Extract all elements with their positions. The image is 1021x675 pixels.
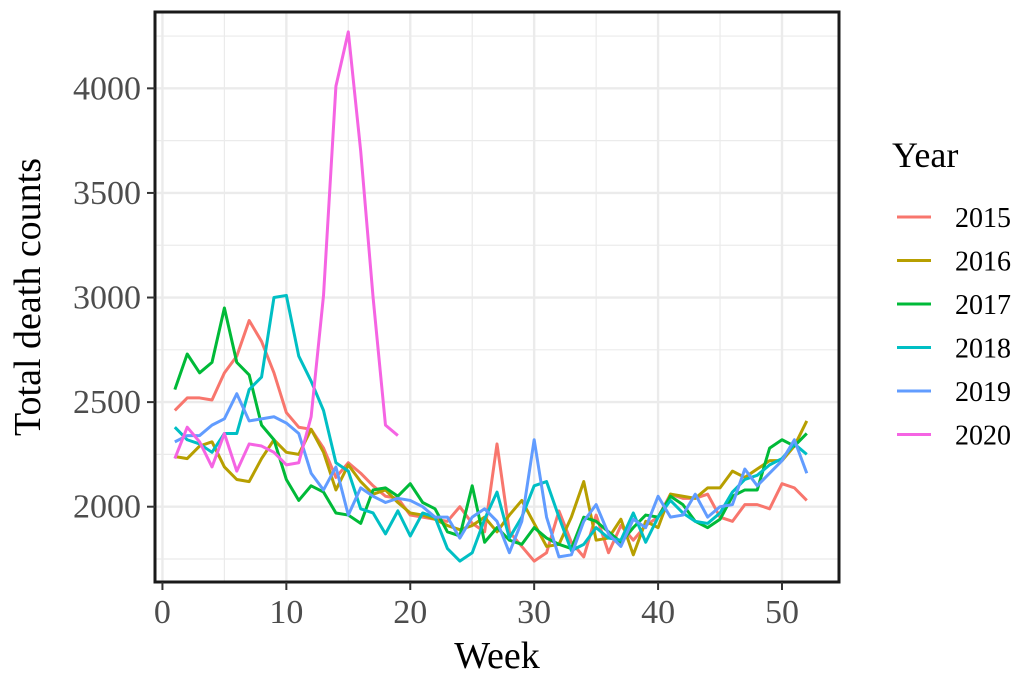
legend-item-2019: 2019	[897, 377, 1011, 408]
legend: Year 2015 2016 2017 2018 2019 2020	[892, 135, 1011, 452]
legend-title: Year	[892, 135, 958, 175]
y-tick-label: 3500	[73, 175, 141, 212]
x-tick-label: 40	[641, 594, 675, 631]
axis-ticks	[147, 87, 783, 590]
y-axis-title: Total death counts	[7, 158, 49, 436]
x-tick-label: 0	[154, 594, 171, 631]
legend-item-2016: 2016	[897, 247, 1011, 278]
legend-label-2016: 2016	[955, 247, 1011, 278]
legend-item-2020: 2020	[897, 421, 1011, 452]
x-tick-label: 20	[393, 594, 427, 631]
legend-items: 2015 2016 2017 2018 2019 2020	[897, 203, 1011, 452]
y-tick-labels: 2000 2500 3000 3500 4000	[73, 70, 141, 525]
x-tick-labels: 0 10 20 30 40 50	[154, 594, 799, 631]
x-axis-title: Week	[454, 635, 540, 675]
series-line-2018	[173, 293, 808, 563]
x-tick-label: 10	[269, 594, 303, 631]
y-tick-label: 4000	[73, 70, 141, 107]
legend-label-2019: 2019	[955, 377, 1011, 408]
series-lines	[173, 30, 809, 563]
y-tick-label: 2500	[73, 384, 141, 421]
legend-item-2018: 2018	[897, 334, 1011, 365]
series-line-2015	[173, 319, 808, 563]
legend-label-2020: 2020	[955, 421, 1011, 452]
y-tick-label: 2000	[73, 489, 141, 526]
series-line-2019	[174, 392, 809, 559]
x-tick-label: 50	[765, 594, 799, 631]
legend-item-2015: 2015	[897, 203, 1011, 234]
series-line-2016	[174, 420, 809, 557]
legend-item-2017: 2017	[897, 290, 1011, 321]
legend-label-2015: 2015	[955, 203, 1011, 234]
x-tick-label: 30	[517, 594, 551, 631]
legend-label-2017: 2017	[955, 290, 1011, 321]
y-tick-label: 3000	[73, 280, 141, 317]
legend-label-2018: 2018	[955, 334, 1011, 365]
series-line-2020	[173, 30, 399, 473]
